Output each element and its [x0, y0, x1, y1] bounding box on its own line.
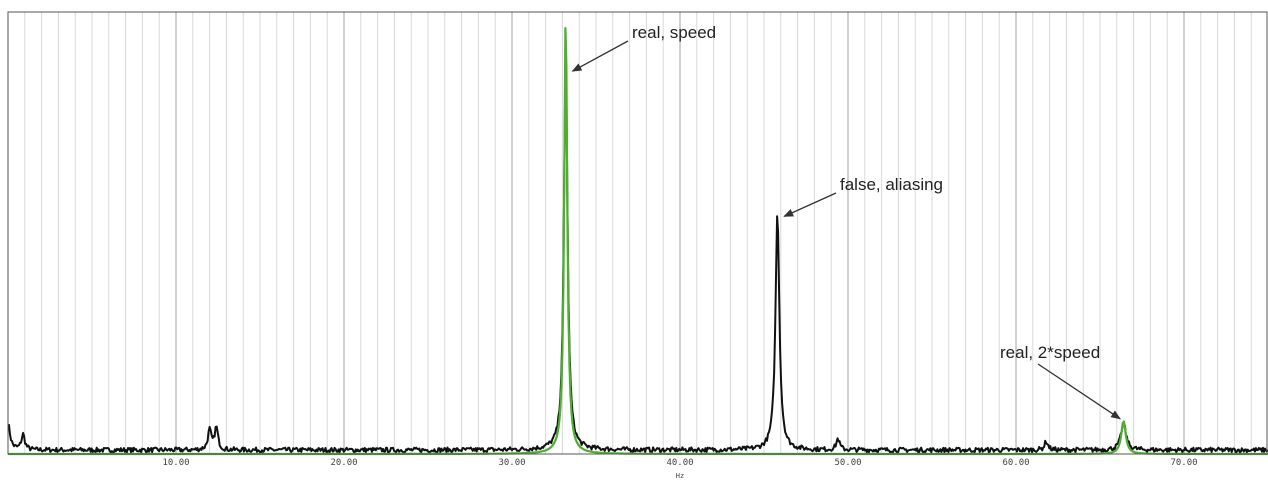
minor-gridlines [24, 12, 1252, 454]
x-axis-title: Hz [676, 472, 684, 480]
series-line-black [7, 66, 1268, 454]
x-tick-label: 20.00 [330, 458, 357, 468]
series-line-green [7, 27, 1268, 456]
x-tick-labels: 10.00 20.00 30.00 40.00 50.00 60.00 70.00 [162, 458, 1197, 468]
annotation-label: false, aliasing [840, 175, 943, 194]
annotation-arrow [1037, 363, 1121, 420]
annotations: real, speed false, aliasing real, 2*speed [571, 23, 1121, 420]
plot-frame [7, 11, 1268, 455]
x-tick-label: 30.00 [498, 458, 525, 468]
x-tick-label: 60.00 [1002, 458, 1029, 468]
annotation-arrow [783, 192, 837, 217]
x-tick-label: 50.00 [834, 458, 861, 468]
x-tick-label: 40.00 [666, 458, 693, 468]
major-gridlines [175, 12, 1185, 454]
x-tick-label: 70.00 [1170, 458, 1197, 468]
x-tick-label: 10.00 [162, 458, 189, 468]
annotation-arrow [571, 40, 629, 72]
series-layer [7, 27, 1268, 456]
annotation-label: real, 2*speed [1000, 343, 1100, 362]
annotation-label: real, speed [632, 23, 716, 42]
